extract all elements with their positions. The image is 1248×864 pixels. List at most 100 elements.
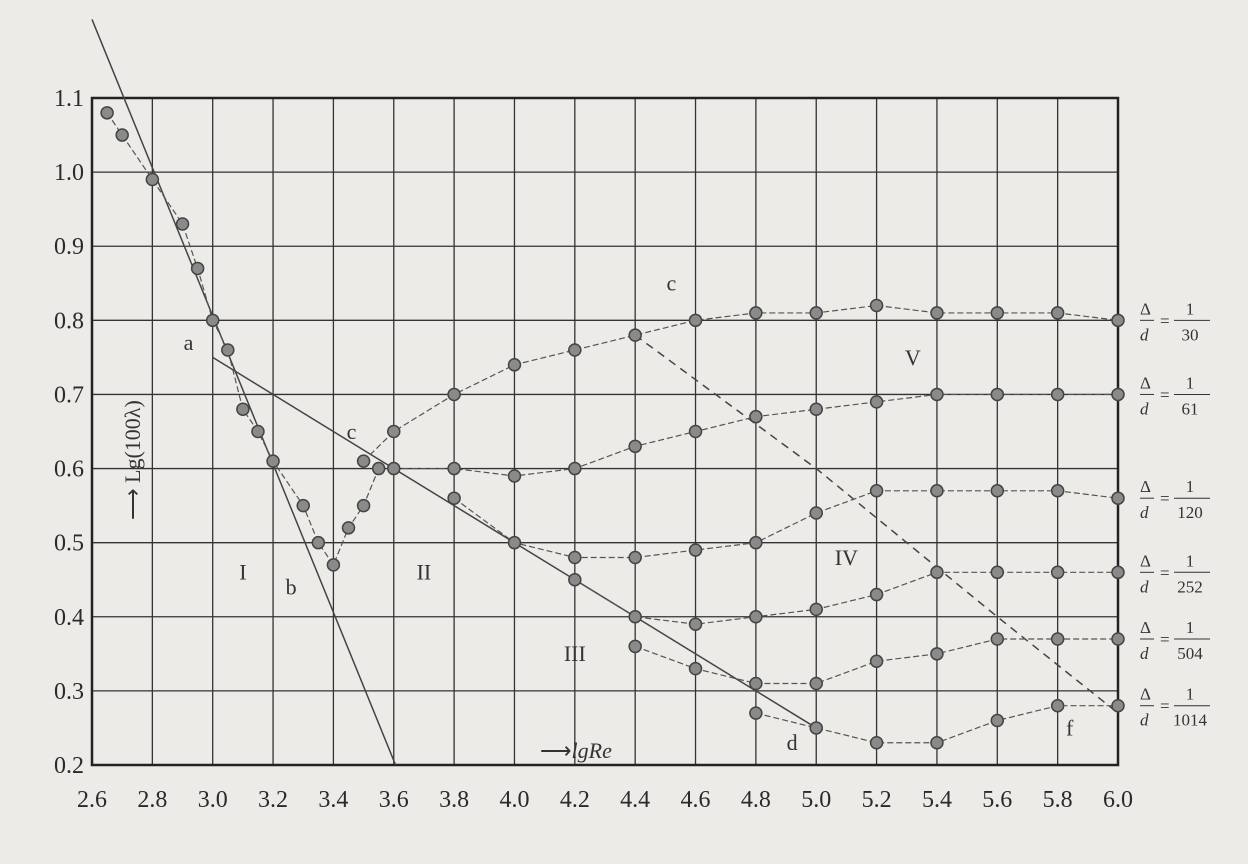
annotation-label: III bbox=[564, 641, 586, 666]
annotation-label: a bbox=[184, 330, 194, 355]
y-tick-label: 0.8 bbox=[54, 308, 84, 334]
data-point bbox=[356, 454, 371, 468]
data-point bbox=[1050, 387, 1065, 402]
data-point bbox=[869, 484, 884, 498]
legend-d: d bbox=[1140, 577, 1149, 596]
annotation-label: II bbox=[417, 560, 432, 585]
y-tick-label: 0.4 bbox=[54, 605, 84, 631]
data-point bbox=[628, 639, 642, 654]
data-point bbox=[930, 565, 944, 580]
reference-line-boundary bbox=[634, 334, 1119, 714]
data-point bbox=[507, 469, 522, 483]
data-point bbox=[266, 454, 280, 468]
grid bbox=[90, 96, 1120, 767]
data-point bbox=[145, 172, 160, 187]
data-point bbox=[100, 106, 114, 120]
x-tick-label: 3.4 bbox=[318, 787, 348, 813]
data-point bbox=[809, 506, 823, 520]
data-point bbox=[1111, 565, 1125, 580]
data-point bbox=[1111, 313, 1125, 328]
data-point bbox=[628, 439, 642, 454]
legend-denominator: 61 bbox=[1182, 399, 1199, 418]
legend-denominator: 504 bbox=[1177, 644, 1203, 663]
legend-numerator: 1 bbox=[1186, 551, 1195, 570]
data-point bbox=[930, 484, 944, 498]
legend-denominator: 30 bbox=[1182, 325, 1199, 344]
legend-denominator: 120 bbox=[1177, 503, 1203, 522]
x-tick-label: 3.0 bbox=[198, 787, 228, 813]
data-point bbox=[115, 128, 129, 142]
annotation-label: c bbox=[667, 271, 677, 296]
data-point bbox=[749, 706, 763, 720]
data-point bbox=[990, 565, 1005, 580]
legend-d: d bbox=[1140, 399, 1149, 418]
legend-numerator: 1 bbox=[1186, 685, 1195, 704]
data-point bbox=[688, 313, 703, 328]
x-tick-label: 2.6 bbox=[77, 787, 107, 813]
legend-entry: Δd = 1 1014 bbox=[1140, 685, 1210, 730]
tick-labels: 2.6 2.8 3.0 3.2 3.4 3.6 3.8 4.0 4.2 4.4 4.6 4.8 5.0 5… bbox=[54, 86, 1133, 813]
data-point bbox=[311, 535, 326, 550]
annotation-label: I bbox=[239, 560, 246, 585]
x-tick-label: 5.0 bbox=[801, 787, 831, 813]
data-point bbox=[930, 387, 944, 402]
x-tick-label: 5.2 bbox=[862, 787, 892, 813]
data-point bbox=[809, 602, 823, 617]
data-point bbox=[221, 343, 235, 357]
reference-line-laminar bbox=[91, 19, 397, 766]
annotation-label: b bbox=[286, 575, 297, 600]
data-point bbox=[251, 424, 265, 439]
legend-delta: Δ bbox=[1140, 551, 1151, 570]
data-point bbox=[809, 676, 823, 691]
legend-d: d bbox=[1140, 503, 1149, 522]
data-point bbox=[356, 498, 371, 513]
data-point bbox=[688, 617, 703, 631]
data-point bbox=[1050, 632, 1065, 646]
data-point bbox=[809, 721, 823, 735]
data-point bbox=[341, 521, 356, 535]
legend-delta: Δ bbox=[1140, 299, 1151, 318]
series-curve bbox=[106, 112, 380, 567]
data-point bbox=[688, 424, 703, 439]
data-points bbox=[100, 106, 1125, 750]
data-point bbox=[749, 676, 763, 691]
data-point bbox=[236, 402, 250, 417]
data-point bbox=[869, 298, 884, 313]
y-axis-label: ⟶ Lg(100λ) bbox=[120, 400, 145, 520]
data-point bbox=[1050, 698, 1065, 713]
data-point bbox=[447, 461, 461, 476]
series-curve bbox=[634, 638, 1118, 685]
data-point bbox=[326, 558, 341, 572]
data-point bbox=[568, 461, 582, 476]
data-point bbox=[296, 498, 310, 513]
annotation-label: c bbox=[347, 419, 357, 444]
data-point bbox=[990, 306, 1005, 320]
data-point bbox=[205, 313, 220, 328]
x-tick-label: 3.8 bbox=[439, 787, 469, 813]
data-point bbox=[1111, 491, 1125, 505]
legend-denominator: 1014 bbox=[1173, 711, 1208, 730]
x-tick-label: 3.6 bbox=[379, 787, 409, 813]
data-point bbox=[749, 409, 763, 424]
data-point bbox=[568, 343, 582, 357]
x-tick-label: 3.2 bbox=[258, 787, 288, 813]
data-point bbox=[869, 736, 884, 750]
annotation-label: V bbox=[905, 345, 921, 370]
legend-d: d bbox=[1140, 644, 1149, 663]
data-point bbox=[1050, 306, 1065, 320]
data-point bbox=[990, 632, 1005, 646]
legend: Δd = 1 30 Δd = 1 61 Δd = 1 120 Δd = 1 252 Δd = 1 504 Δd = 1 101… bbox=[1140, 299, 1210, 730]
data-point bbox=[1111, 632, 1125, 646]
legend-d: d bbox=[1140, 325, 1149, 344]
x-tick-label: 5.6 bbox=[982, 787, 1012, 813]
plot-frame bbox=[90, 96, 1120, 767]
data-point bbox=[930, 736, 944, 750]
data-point bbox=[869, 654, 884, 668]
data-point bbox=[568, 550, 582, 565]
legend-equals: = bbox=[1160, 489, 1170, 508]
legend-numerator: 1 bbox=[1186, 373, 1195, 392]
data-point bbox=[869, 587, 884, 602]
data-point bbox=[1050, 565, 1065, 580]
